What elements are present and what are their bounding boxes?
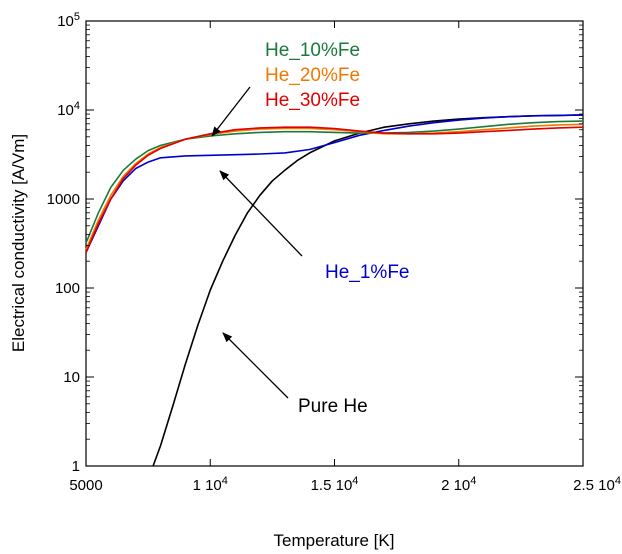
arrow-pure-he xyxy=(222,332,289,399)
annotation-he-30fe: He_30%Fe xyxy=(265,90,360,111)
series-line-he-20-fe xyxy=(85,123,584,250)
x-tick-label: 2 104 xyxy=(441,475,476,494)
arrow-fe-group xyxy=(211,86,251,137)
series-line-he-30-fe xyxy=(85,126,584,253)
y-axis-label: Electrical conductivity [A/Vm] xyxy=(9,134,28,352)
annotation-he-1fe: He_1%Fe xyxy=(325,262,410,283)
x-axis-label: Temperature [K] xyxy=(274,531,395,550)
annotation-he-10fe: He_10%Fe xyxy=(265,40,360,61)
x-tick-label: 2.5 104 xyxy=(573,475,621,494)
annotation-arrows xyxy=(211,86,303,399)
y-tick-label: 10 xyxy=(63,369,80,386)
series-line-pure-he xyxy=(152,114,584,467)
annotation-he-20fe: He_20%Fe xyxy=(265,65,360,86)
y-tick-label: 100 xyxy=(55,280,80,297)
series-layer xyxy=(85,114,584,467)
x-tick-label: 1.5 104 xyxy=(311,475,359,494)
annotation-pure-he: Pure He xyxy=(298,396,368,417)
y-tick-label: 1 xyxy=(72,458,80,475)
series-line-he-10-fe xyxy=(85,120,584,244)
tick-marks xyxy=(85,20,584,467)
y-tick-label: 105 xyxy=(57,11,80,30)
tick-labels: 5000 1 104 1.5 104 2 104 2.5 104 1 10 100 1000 10… xyxy=(47,11,621,494)
series-line-he-1-fe xyxy=(85,114,584,253)
x-tick-label: 5000 xyxy=(69,477,102,494)
arrow-he-1fe xyxy=(219,170,303,257)
y-tick-label: 1000 xyxy=(47,191,80,208)
y-tick-label: 104 xyxy=(57,100,80,119)
x-tick-label: 1 104 xyxy=(193,475,228,494)
